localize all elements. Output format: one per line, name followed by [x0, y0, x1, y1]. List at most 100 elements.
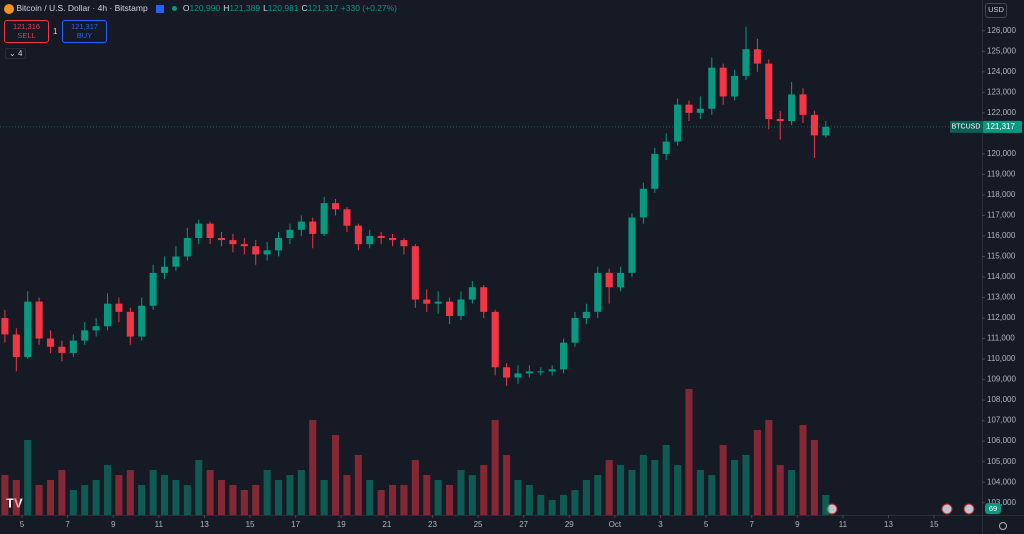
- candle-body: [275, 238, 283, 251]
- volume-bar: [309, 420, 317, 515]
- settings-icon[interactable]: [999, 522, 1007, 530]
- candle-body: [628, 217, 636, 273]
- volume-bar: [696, 470, 704, 515]
- volume-bar: [753, 430, 761, 515]
- candle-body: [297, 221, 305, 230]
- x-tick-label: 7: [65, 520, 70, 529]
- x-tick-label: 9: [795, 520, 800, 529]
- candle-body: [605, 272, 613, 288]
- volume-bar: [503, 455, 511, 515]
- volume-bar: [582, 480, 590, 515]
- candle-body: [320, 203, 328, 234]
- y-tick-label: 124,000: [987, 67, 1016, 76]
- candle-body: [240, 244, 248, 247]
- y-tick-label: 119,000: [987, 170, 1016, 179]
- candle-body: [366, 235, 374, 245]
- buy-button[interactable]: 121,317 BUY: [62, 20, 107, 43]
- candle-body: [594, 272, 602, 312]
- price-tag: 121,317: [986, 122, 1015, 131]
- volume-bar: [468, 475, 476, 515]
- volume-bar: [639, 455, 647, 515]
- candle-body: [389, 238, 397, 241]
- buy-label: BUY: [76, 31, 93, 40]
- candle-body: [92, 326, 100, 331]
- candle-body: [491, 311, 499, 368]
- sell-button[interactable]: 121,316 SELL: [4, 20, 49, 43]
- candle-body: [195, 223, 203, 239]
- candle-body: [81, 330, 89, 341]
- price-axis-bg: [982, 0, 1024, 534]
- candle-body: [662, 141, 670, 154]
- change: +330 (+0.27%): [340, 3, 398, 13]
- candle-body: [742, 49, 750, 76]
- indicator-count: 4: [17, 49, 23, 58]
- candle-body: [309, 221, 317, 234]
- flag-icon[interactable]: [156, 4, 165, 13]
- y-tick-label: 104,000: [987, 477, 1016, 486]
- volume-bar: [160, 475, 169, 515]
- y-tick-label: 118,000: [987, 190, 1016, 199]
- volume-bar: [765, 420, 773, 515]
- candle-body: [103, 303, 112, 327]
- y-tick-label: 120,000: [987, 149, 1016, 158]
- candle-body: [525, 371, 533, 374]
- ohlc-key: H: [223, 3, 230, 13]
- x-tick-label: 21: [382, 520, 391, 529]
- volume-bar: [217, 480, 226, 515]
- y-tick-label: 126,000: [987, 26, 1016, 35]
- y-tick-label: 109,000: [987, 375, 1016, 384]
- x-tick-label: 5: [704, 520, 709, 529]
- candle-body: [229, 240, 237, 245]
- candle-body: [12, 334, 20, 358]
- currency-button[interactable]: USD: [985, 3, 1007, 18]
- sell-price: 121,316: [12, 22, 41, 31]
- x-tick-label: 3: [658, 520, 663, 529]
- volume-bar: [263, 470, 271, 515]
- candle-body: [138, 305, 146, 337]
- candle-body: [537, 371, 545, 373]
- candle-body: [480, 287, 488, 312]
- x-tick-label: 25: [474, 520, 483, 529]
- candle-body: [423, 299, 431, 304]
- candle-body: [411, 246, 419, 300]
- ohlc-key: C: [301, 3, 308, 13]
- y-tick-label: 107,000: [987, 416, 1016, 425]
- volume-bar: [446, 485, 454, 515]
- candle-body: [696, 108, 704, 113]
- y-tick-label: 103,000: [987, 498, 1016, 507]
- quantity[interactable]: 1: [53, 27, 58, 36]
- volume-bar: [491, 420, 499, 515]
- event-flag[interactable]: [941, 503, 953, 515]
- volume-bar: [354, 455, 362, 515]
- volume-bar: [423, 475, 431, 515]
- candle-body: [1, 318, 9, 335]
- volume-bar: [275, 480, 283, 515]
- coin-icon: [4, 3, 14, 14]
- y-tick-label: 116,000: [987, 231, 1016, 240]
- volume-bar: [628, 470, 636, 515]
- ohlc-value: 120,981: [267, 3, 299, 13]
- candle-body: [674, 104, 682, 142]
- symbol-title: Bitcoin / U.S. Dollar · 4h · Bitstamp: [16, 3, 148, 13]
- volume-bar: [1, 475, 9, 515]
- volume-bar: [594, 475, 602, 515]
- sell-label: SELL: [17, 31, 36, 40]
- indicators-toggle[interactable]: ⌄ 4: [5, 48, 27, 59]
- volume-bar: [571, 490, 579, 515]
- volume-bar: [195, 460, 203, 515]
- candle-body: [172, 256, 180, 267]
- volume-bar: [35, 485, 43, 515]
- candle-body: [332, 203, 340, 210]
- ohlc: O120,990 H121,389 L120,981 C121,317: [180, 3, 339, 13]
- volume-bar: [708, 475, 716, 515]
- x-tick-label: 15: [930, 520, 939, 529]
- candle-body: [514, 373, 522, 378]
- volume-bar: [149, 470, 157, 515]
- volume-bar: [103, 465, 112, 515]
- y-tick-label: 122,000: [987, 108, 1016, 117]
- badge: 69: [985, 503, 1001, 514]
- candle-body: [126, 311, 134, 337]
- volume-bar: [286, 475, 294, 515]
- candle-body: [217, 238, 226, 241]
- event-flag[interactable]: [963, 503, 975, 515]
